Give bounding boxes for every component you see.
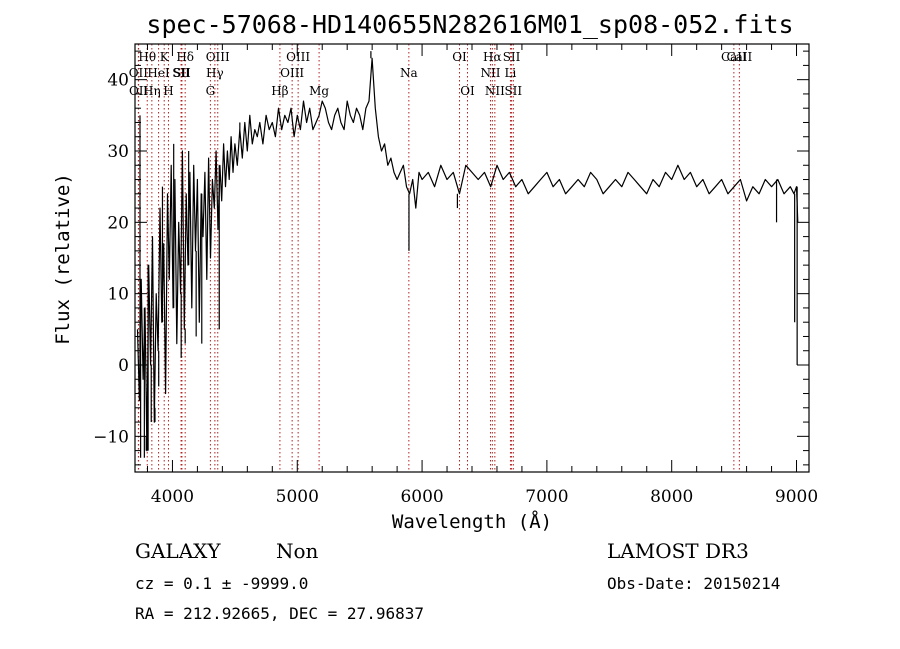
object-subclass: Non bbox=[276, 539, 319, 563]
spectral-line-label: Hθ bbox=[138, 50, 156, 64]
spectral-line-label: Mg bbox=[309, 84, 329, 98]
spectral-line-label: Hδ bbox=[176, 50, 194, 64]
spectral-line-label: Hα bbox=[483, 50, 502, 64]
plot-frame bbox=[134, 43, 810, 473]
y-tick-label: 10 bbox=[107, 285, 129, 305]
survey-name: LAMOST DR3 bbox=[607, 539, 749, 563]
spectral-line-label: OIII bbox=[280, 66, 304, 80]
x-tick-label: 8000 bbox=[650, 487, 693, 507]
spectral-line-label: Hη bbox=[143, 84, 161, 98]
spectral-line-label: OII bbox=[129, 84, 149, 98]
y-tick-label: 40 bbox=[107, 71, 129, 91]
x-axis-label: Wavelength (Å) bbox=[392, 510, 552, 533]
spectral-line-label: Hγ bbox=[206, 66, 224, 80]
spectral-line-label: CaII bbox=[726, 50, 752, 64]
y-tick-label: 30 bbox=[107, 142, 129, 162]
redshift-line: cz = 0.1 ± -9999.0 bbox=[135, 574, 309, 593]
spectral-line-label: OIII bbox=[206, 50, 230, 64]
x-axis-ticks: 4000 5000 6000 7000 8000 9000 bbox=[146, 44, 818, 507]
x-tick-label: 9000 bbox=[775, 487, 818, 507]
spectral-line-label: SII bbox=[172, 66, 190, 80]
y-axis-ticks: −10 0 10 20 30 40 bbox=[93, 50, 809, 466]
spectral-line-label: CaII bbox=[721, 50, 747, 64]
y-tick-label: −10 bbox=[93, 427, 129, 447]
spectral-line-markers bbox=[137, 44, 740, 472]
spectral-line-label: NII bbox=[480, 66, 500, 80]
spectral-line-label: G bbox=[206, 84, 216, 98]
spectral-line-label: Na bbox=[400, 66, 418, 80]
spectral-line-label: Hβ bbox=[271, 84, 288, 98]
x-tick-label: 4000 bbox=[151, 487, 194, 507]
spectral-line-label: SII bbox=[504, 84, 522, 98]
coordinates-line: RA = 212.92665, DEC = 27.96837 bbox=[135, 604, 424, 623]
spectral-line-label: K bbox=[160, 50, 170, 64]
spectral-line-label: Li bbox=[505, 66, 517, 80]
spectral-line-label: OI bbox=[452, 50, 467, 64]
spectral-line-label: OII bbox=[129, 66, 149, 80]
spectral-line-labels: OII OII Hθ Hη HeI K H SII Hδ SII G Hγ OIII Hβ OIII OIII… bbox=[129, 50, 753, 98]
spectral-line-label: NII bbox=[485, 84, 505, 98]
spectral-line-label: OIII bbox=[286, 50, 310, 64]
y-tick-label: 0 bbox=[118, 356, 129, 376]
spectral-line-label: OI bbox=[460, 84, 475, 98]
x-tick-label: 5000 bbox=[276, 487, 319, 507]
chart-title: spec-57068-HD140655N282616M01_sp08-052.f… bbox=[146, 10, 793, 39]
spectral-line-label: SII bbox=[173, 66, 191, 80]
object-class: GALAXY bbox=[135, 539, 221, 563]
x-tick-label: 6000 bbox=[400, 487, 443, 507]
spectrum-series-line bbox=[136, 57, 799, 452]
obs-date: Obs-Date: 20150214 bbox=[607, 574, 781, 593]
spectral-line-label: SII bbox=[503, 50, 521, 64]
y-tick-label: 20 bbox=[107, 213, 129, 233]
y-axis-label: Flux (relative) bbox=[52, 173, 74, 345]
x-tick-label: 7000 bbox=[525, 487, 568, 507]
spectral-line-label: HeI bbox=[147, 66, 170, 80]
spectral-line-label: H bbox=[163, 84, 173, 98]
spectrum-spikes bbox=[139, 51, 798, 458]
